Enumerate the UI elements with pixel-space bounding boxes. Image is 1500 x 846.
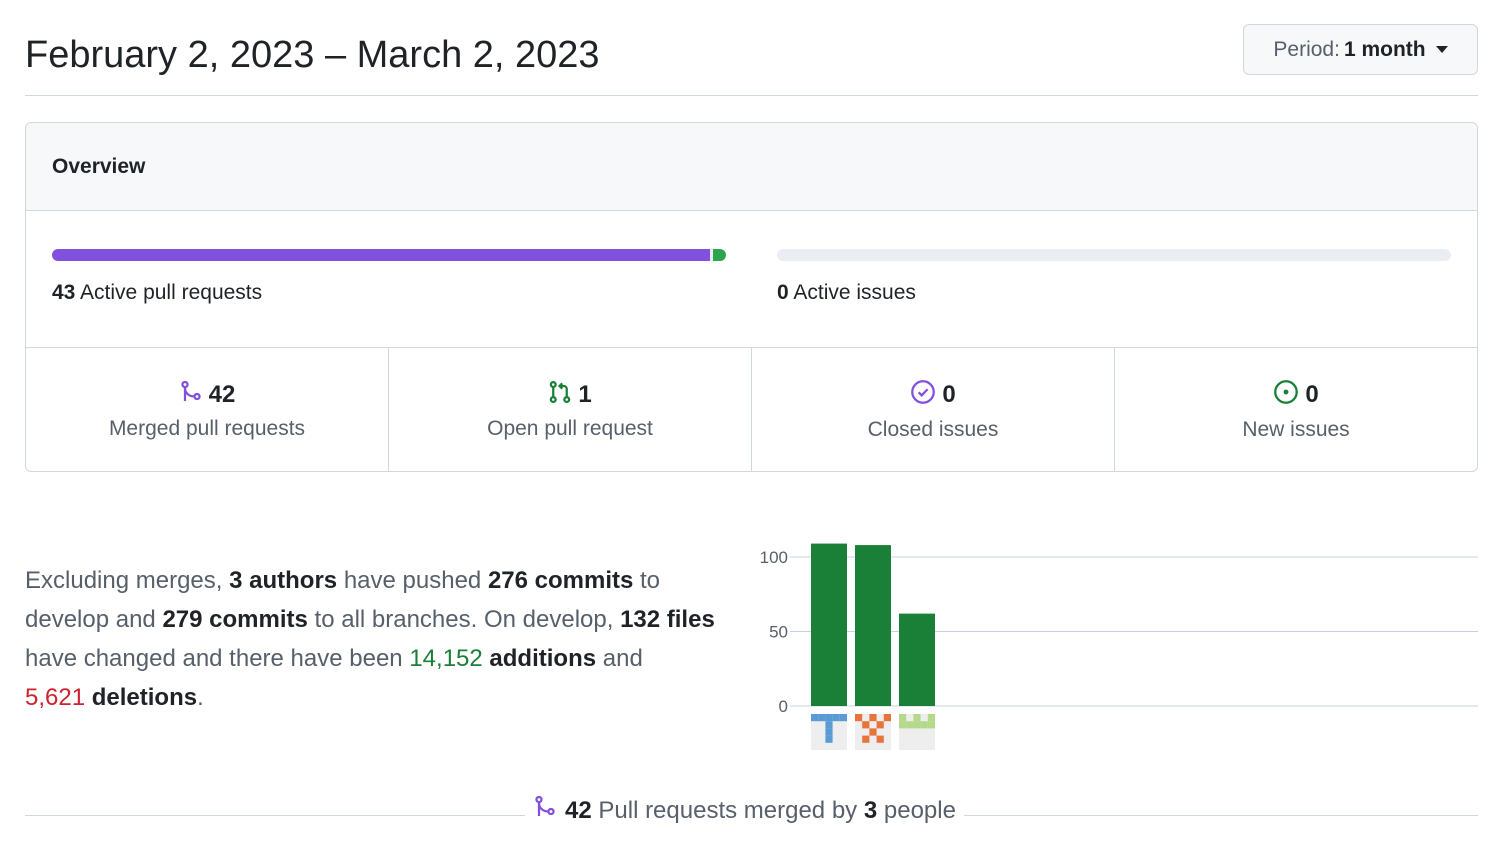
avatar-pixel	[811, 714, 819, 722]
merged-label: Merged pull requests	[108, 416, 306, 440]
date-range-title: February 2, 2023 – March 2, 2023	[25, 34, 600, 76]
y-tick-label: 50	[769, 623, 788, 642]
activity-bars-row: 43 Active pull requests 0 Active issues	[26, 211, 1477, 348]
pull-requests-progress-bar[interactable]	[52, 249, 726, 261]
commit-summary-text: Excluding merges, 3 authors have pushed …	[25, 567, 715, 711]
new-issues-label: New issues	[1242, 417, 1350, 441]
additions-word: additions	[489, 645, 597, 672]
issue-opened-icon	[1273, 379, 1299, 412]
footer-people-count: 3	[863, 796, 878, 824]
issue-closed-icon	[910, 379, 936, 412]
avatar-pixel	[825, 735, 833, 743]
bar[interactable]	[855, 545, 891, 706]
active-issues-count: 0	[777, 281, 789, 304]
active-prs-count: 43	[52, 281, 76, 304]
new-issues-stat[interactable]: 0 New issues	[1115, 348, 1477, 471]
avatar-pixel	[927, 721, 935, 729]
avatar-pixel	[876, 735, 884, 743]
avatar-pixel	[825, 721, 833, 729]
open-label: Open pull request	[487, 416, 653, 440]
active-issues-label: Active issues	[793, 281, 916, 304]
stats-row: 42 Merged pull requests 1 Open pull requ…	[26, 348, 1477, 471]
merged-segment[interactable]	[52, 249, 711, 261]
author-avatar[interactable]	[811, 714, 847, 750]
open-pull-request-stat[interactable]: 1 Open pull request	[389, 348, 752, 471]
pull-request-icon	[548, 380, 572, 411]
avatar-pixel	[899, 721, 907, 729]
commits-all-link[interactable]: 279 commits	[162, 606, 308, 633]
avatar-pixel	[832, 714, 840, 722]
overview-box: Overview 43 Active pull requests 0 Activ…	[25, 122, 1478, 472]
avatar-pixel	[869, 728, 877, 736]
period-dropdown-button[interactable]: Period: 1 month	[1243, 24, 1478, 75]
avatar-pixel	[825, 728, 833, 736]
avatar-pixel	[818, 714, 826, 722]
footer-text: 42 Pull requests merged by 3 people	[525, 795, 964, 826]
merge-icon	[533, 795, 557, 826]
footer-pr-count: 42	[565, 796, 592, 824]
avatar-pixel	[862, 721, 870, 729]
closed-issues-stat[interactable]: 0 Closed issues	[752, 348, 1115, 471]
open-segment[interactable]	[713, 249, 726, 261]
issues-progress-bar	[777, 249, 1451, 261]
y-tick-label: 100	[760, 548, 788, 567]
avatar-pixel	[913, 721, 921, 729]
avatar-pixel	[913, 714, 921, 722]
avatar-pixel	[876, 721, 884, 729]
additions-count: 14,152	[409, 645, 483, 672]
commits-by-author-chart: 0 50 100	[745, 530, 1485, 765]
avatar-pixel	[839, 714, 847, 722]
active-pull-requests-link[interactable]: 43 Active pull requests	[52, 281, 262, 305]
avatar-pixel	[825, 714, 833, 722]
chart-svg: 0 50 100	[760, 543, 1478, 750]
y-tick-label: 0	[779, 697, 788, 716]
caret-down-icon	[1435, 46, 1448, 53]
bar[interactable]	[899, 613, 935, 706]
avatar-pixel	[906, 721, 914, 729]
period-value: 1 month	[1343, 37, 1426, 61]
merged-pull-requests-stat[interactable]: 42 Merged pull requests	[26, 348, 389, 471]
period-label: Period:	[1273, 37, 1340, 61]
bar[interactable]	[811, 543, 847, 706]
avatar-pixel	[927, 714, 935, 722]
merge-icon	[179, 380, 203, 411]
files-changed: 132 files	[620, 606, 715, 633]
authors-link[interactable]: 3 authors	[229, 567, 338, 594]
open-count: 1	[578, 381, 592, 408]
closed-label: Closed issues	[867, 417, 999, 441]
author-avatar[interactable]	[899, 714, 935, 750]
avatar-pixel	[883, 714, 891, 722]
closed-count: 0	[942, 381, 956, 408]
avatar-pixel	[869, 714, 877, 722]
overview-title: Overview	[26, 123, 1477, 211]
deletions-word: deletions	[91, 684, 198, 711]
avatar-pixel	[899, 714, 907, 722]
pulse-header: February 2, 2023 – March 2, 2023 Period:…	[25, 24, 1478, 96]
avatar-pixel	[862, 735, 870, 743]
commits-default-link[interactable]: 276 commits	[487, 567, 634, 594]
author-avatar[interactable]	[855, 714, 891, 750]
deletions-count: 5,621	[25, 684, 86, 711]
active-issues-link[interactable]: 0 Active issues	[777, 281, 916, 305]
avatar-pixel	[920, 721, 928, 729]
new-issues-count: 0	[1305, 381, 1319, 408]
merged-prs-footer: 42 Pull requests merged by 3 people	[25, 795, 1478, 827]
active-prs-label: Active pull requests	[80, 281, 263, 304]
avatar-pixel	[855, 714, 863, 722]
merged-count: 42	[208, 381, 236, 408]
